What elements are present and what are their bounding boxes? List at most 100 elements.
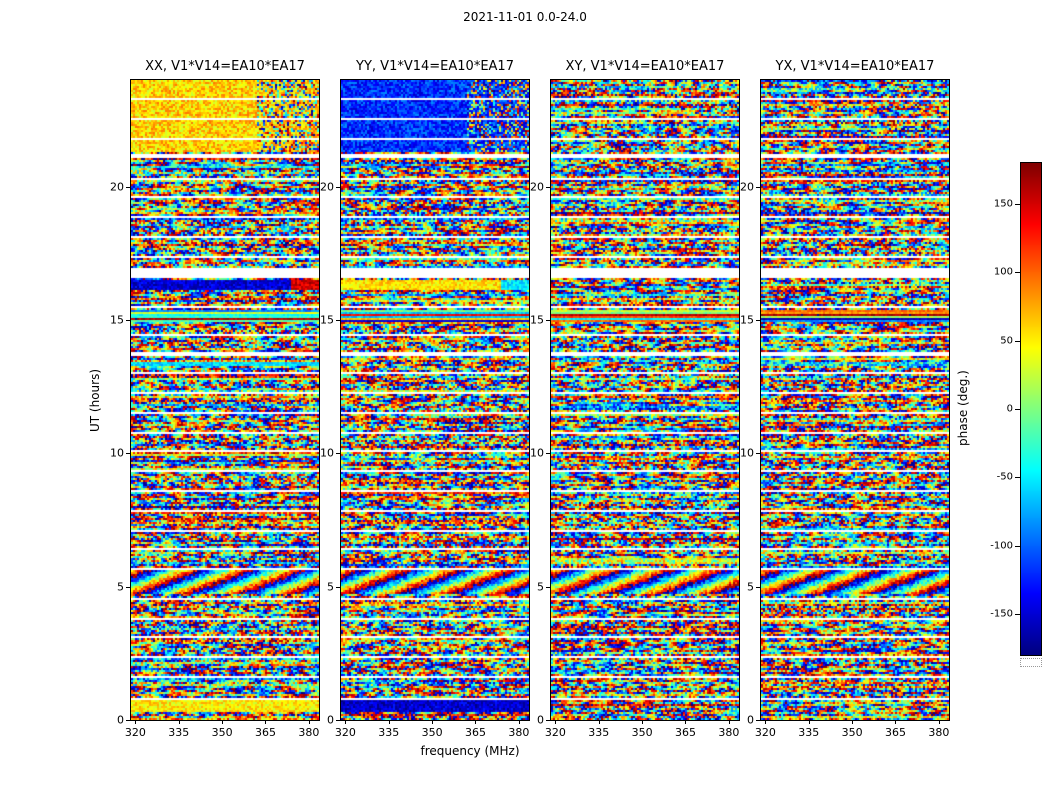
x-tick-mark bbox=[765, 720, 767, 724]
y-tick-mark bbox=[126, 320, 131, 321]
x-tick-label: 380 bbox=[298, 726, 320, 739]
y-tick-label: 15 bbox=[110, 313, 124, 327]
x-tick-mark bbox=[475, 720, 477, 724]
y-tick-mark bbox=[126, 586, 131, 588]
y-tick-label: 20 bbox=[740, 180, 754, 194]
colorbar-label: phase (deg.) bbox=[956, 370, 970, 446]
x-tick-mark bbox=[135, 720, 137, 724]
y-tick-label: 15 bbox=[530, 313, 544, 327]
y-tick-label: 20 bbox=[320, 180, 334, 194]
y-tick-label: 0 bbox=[327, 713, 334, 727]
x-tick-mark bbox=[598, 720, 600, 724]
x-tick-label: 335 bbox=[588, 726, 610, 739]
colorbar-tick-mark bbox=[1015, 204, 1020, 205]
y-tick-mark bbox=[756, 453, 761, 455]
x-tick-label: 380 bbox=[928, 726, 950, 739]
y-tick-mark bbox=[546, 586, 551, 588]
colorbar-tick-label: -150 bbox=[990, 608, 1013, 620]
x-tick-mark bbox=[518, 720, 520, 724]
x-axis-label: frequency (MHz) bbox=[420, 744, 520, 758]
y-tick-mark bbox=[336, 320, 341, 321]
x-tick-label: 320 bbox=[334, 726, 356, 739]
y-tick-label: 20 bbox=[530, 180, 544, 194]
y-tick-label: 10 bbox=[110, 446, 124, 460]
panel-YX: YX, V1*V14=EA10*EA17 320 335 350 365 380 0 5 10… bbox=[740, 59, 950, 739]
x-tick-label: 320 bbox=[124, 726, 146, 739]
y-tick-mark bbox=[336, 186, 341, 188]
panel-title-YY: YY, V1*V14=EA10*EA17 bbox=[356, 59, 514, 74]
x-tick-mark bbox=[555, 720, 557, 724]
y-tick-mark bbox=[546, 186, 551, 188]
y-tick-mark bbox=[546, 320, 551, 321]
x-tick-label: 365 bbox=[464, 726, 486, 739]
panel-XX: XX, V1*V14=EA10*EA17 320 335 350 365 380 0 5 10… bbox=[110, 59, 320, 739]
y-tick-label: 0 bbox=[747, 713, 754, 727]
y-tick-mark bbox=[756, 320, 761, 321]
x-tick-mark bbox=[432, 720, 434, 724]
y-tick-label: 5 bbox=[327, 580, 334, 594]
y-tick-mark bbox=[126, 453, 131, 455]
x-tick-label: 380 bbox=[508, 726, 530, 739]
y-tick-mark bbox=[336, 586, 341, 588]
x-tick-mark bbox=[852, 720, 854, 724]
y-tick-label: 15 bbox=[740, 313, 754, 327]
x-tick-label: 350 bbox=[631, 726, 653, 739]
waterfall-canvas-YY bbox=[341, 80, 529, 720]
y-tick-label: 15 bbox=[320, 313, 334, 327]
x-tick-label: 335 bbox=[168, 726, 190, 739]
x-tick-label: 350 bbox=[421, 726, 443, 739]
y-tick-label: 5 bbox=[537, 580, 544, 594]
y-tick-mark bbox=[336, 720, 341, 721]
panel-YY: YY, V1*V14=EA10*EA17 320 335 350 365 380 0 5 10… bbox=[320, 59, 530, 739]
x-tick-mark bbox=[265, 720, 267, 724]
colorbar-tick-label: -50 bbox=[996, 471, 1013, 483]
panel-title-XX: XX, V1*V14=EA10*EA17 bbox=[145, 59, 305, 74]
x-tick-label: 335 bbox=[378, 726, 400, 739]
x-tick-label: 365 bbox=[884, 726, 906, 739]
x-tick-mark bbox=[808, 720, 810, 724]
x-tick-label: 365 bbox=[254, 726, 276, 739]
y-tick-label: 10 bbox=[740, 446, 754, 460]
y-tick-mark bbox=[756, 586, 761, 588]
colorbar-canvas bbox=[1021, 163, 1041, 655]
panel-title-YX: YX, V1*V14=EA10*EA17 bbox=[775, 59, 935, 74]
y-tick-label: 10 bbox=[530, 446, 544, 460]
y-tick-label: 5 bbox=[747, 580, 754, 594]
x-tick-mark bbox=[178, 720, 180, 724]
y-tick-label: 5 bbox=[117, 580, 124, 594]
x-tick-mark bbox=[308, 720, 310, 724]
panel-XY: XY, V1*V14=EA10*EA17 320 335 350 365 380 0 5 10… bbox=[530, 59, 740, 739]
y-tick-mark bbox=[756, 720, 761, 721]
y-tick-mark bbox=[126, 186, 131, 188]
x-tick-mark bbox=[728, 720, 730, 724]
x-tick-label: 380 bbox=[718, 726, 740, 739]
colorbar: 150 100 50 0 -50 -100 -150 bbox=[990, 162, 1042, 656]
y-tick-mark bbox=[546, 453, 551, 455]
colorbar-tick-mark bbox=[1015, 272, 1020, 274]
x-tick-mark bbox=[685, 720, 687, 724]
x-tick-mark bbox=[895, 720, 897, 724]
y-tick-label: 0 bbox=[537, 713, 544, 727]
y-axis-label: UT (hours) bbox=[88, 368, 102, 432]
colorbar-tick-label: 50 bbox=[1000, 335, 1013, 347]
colorbar-tick-label: -100 bbox=[990, 540, 1013, 552]
y-tick-mark bbox=[756, 186, 761, 188]
x-tick-label: 350 bbox=[211, 726, 233, 739]
waterfall-canvas-XY bbox=[551, 80, 739, 720]
waterfall-canvas-YX bbox=[761, 80, 949, 720]
x-tick-mark bbox=[938, 720, 940, 724]
colorbar-tick-mark bbox=[1015, 614, 1020, 615]
figure-title: 2021-11-01 0.0-24.0 bbox=[463, 10, 587, 24]
x-tick-mark bbox=[388, 720, 390, 724]
x-tick-label: 320 bbox=[544, 726, 566, 739]
colorbar-extend-marker bbox=[1020, 658, 1042, 667]
x-tick-label: 365 bbox=[674, 726, 696, 739]
colorbar-tick-mark bbox=[1015, 545, 1020, 547]
x-tick-mark bbox=[222, 720, 224, 724]
y-tick-label: 20 bbox=[110, 180, 124, 194]
y-tick-mark bbox=[126, 720, 131, 721]
colorbar-tick-mark bbox=[1015, 409, 1020, 410]
panel-title-XY: XY, V1*V14=EA10*EA17 bbox=[565, 59, 725, 74]
colorbar-tick-label: 150 bbox=[993, 198, 1013, 210]
